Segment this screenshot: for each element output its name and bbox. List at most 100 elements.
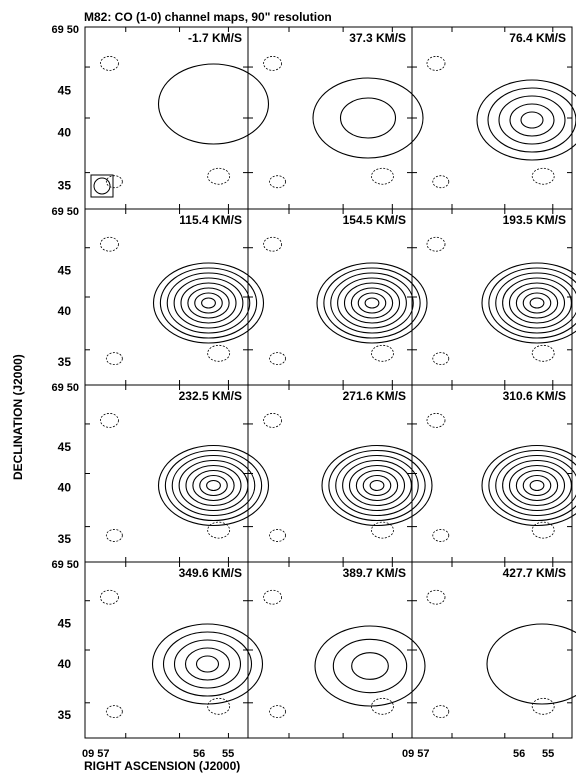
outer-contour <box>207 344 231 362</box>
y-axis-label: DECLINATION (J2000) <box>11 354 25 480</box>
outer-contour <box>263 236 283 252</box>
contour-level <box>529 479 545 492</box>
contour-level <box>481 262 576 344</box>
velocity-label: 349.6 KM/S <box>179 566 242 580</box>
contour-level <box>206 479 221 492</box>
contour-level <box>339 97 397 139</box>
contour-level <box>164 449 263 522</box>
contour-level <box>335 454 419 517</box>
outer-contour <box>105 705 123 718</box>
panel-frame <box>411 561 573 739</box>
contour-level <box>369 479 385 492</box>
outer-contour <box>432 529 450 542</box>
panel-frame <box>247 26 413 210</box>
x-tick-label: 09 57 <box>82 748 110 760</box>
contour-level <box>348 464 406 507</box>
contour-level <box>343 282 401 324</box>
contour-level <box>178 459 249 512</box>
panel-frame <box>247 561 413 739</box>
contour-level <box>152 262 265 344</box>
contour-level <box>316 262 428 344</box>
y-tick-label: 69 50 <box>51 24 79 36</box>
y-tick-label: 35 <box>58 178 72 192</box>
contour-level <box>481 444 576 527</box>
panel-frame <box>84 26 249 210</box>
contour-level <box>180 282 237 324</box>
outer-contour <box>531 167 555 185</box>
outer-contour <box>269 352 286 366</box>
x-axis-label: RIGHT ASCENSION (J2000) <box>84 759 240 773</box>
y-tick-label: 69 50 <box>51 559 79 571</box>
velocity-label: 427.7 KM/S <box>503 566 566 580</box>
outer-contour <box>426 589 446 605</box>
y-tick-label: 40 <box>58 304 72 318</box>
y-tick-label: 40 <box>58 126 72 140</box>
x-tick-label: 56 <box>513 748 525 760</box>
contour-level <box>192 469 235 502</box>
contour-level <box>495 454 576 517</box>
contour-level <box>328 449 426 522</box>
outer-contour <box>207 521 231 539</box>
contour-level <box>486 623 576 705</box>
beam-box <box>90 174 114 198</box>
contour-level <box>351 652 389 680</box>
y-tick-label: 45 <box>58 84 72 98</box>
x-tick-label: 56 <box>193 748 205 760</box>
contour-level <box>171 454 256 517</box>
panel-frame <box>84 384 249 563</box>
contour-level <box>157 63 270 145</box>
y-tick-label: 45 <box>58 617 72 631</box>
outer-contour <box>263 56 283 71</box>
outer-contour <box>100 56 119 71</box>
velocity-label: 310.6 KM/S <box>503 389 566 403</box>
contour-level <box>520 111 544 129</box>
contour-level <box>498 95 566 145</box>
outer-contour <box>269 529 286 542</box>
panel-frame <box>247 208 413 386</box>
contour-level <box>201 297 216 309</box>
contour-level <box>487 87 576 153</box>
y-tick-label: 35 <box>58 355 72 369</box>
outer-contour <box>100 589 119 605</box>
outer-contour <box>531 344 555 362</box>
contour-level <box>509 103 555 137</box>
y-tick-label: 35 <box>58 708 72 722</box>
contour-level <box>350 287 394 319</box>
contour-level <box>495 272 576 334</box>
outer-contour <box>207 697 231 715</box>
contour-level <box>162 631 253 697</box>
contour-level <box>312 77 424 159</box>
contour-level <box>166 272 251 334</box>
contour-level <box>173 277 244 329</box>
outer-contour <box>263 412 283 428</box>
contour-level <box>195 655 220 673</box>
contour-level <box>362 474 392 497</box>
outer-contour <box>531 697 555 715</box>
contour-level <box>488 449 576 522</box>
outer-contour <box>105 175 123 189</box>
y-tick-label: 40 <box>58 481 72 495</box>
contour-level <box>330 272 414 334</box>
y-tick-label: 69 50 <box>51 206 79 218</box>
outer-contour <box>100 412 119 428</box>
outer-contour <box>426 56 446 71</box>
outer-contour <box>432 175 450 189</box>
velocity-label: 271.6 KM/S <box>343 389 406 403</box>
contour-level <box>184 647 231 681</box>
panel-frame <box>84 208 249 386</box>
contour-level <box>522 474 552 497</box>
velocity-label: 154.5 KM/S <box>343 213 406 227</box>
outer-contour <box>432 352 450 366</box>
outer-contour <box>100 236 119 252</box>
contour-level <box>337 277 407 329</box>
x-tick-label: 55 <box>542 748 554 760</box>
contour-level <box>364 297 380 309</box>
contour-level <box>502 459 572 512</box>
x-tick-label: 55 <box>222 748 234 760</box>
contour-level <box>488 267 576 339</box>
contour-level <box>151 623 264 705</box>
y-tick-label: 45 <box>58 264 72 278</box>
y-tick-label: 35 <box>58 532 72 546</box>
velocity-label: 76.4 KM/S <box>509 31 566 45</box>
